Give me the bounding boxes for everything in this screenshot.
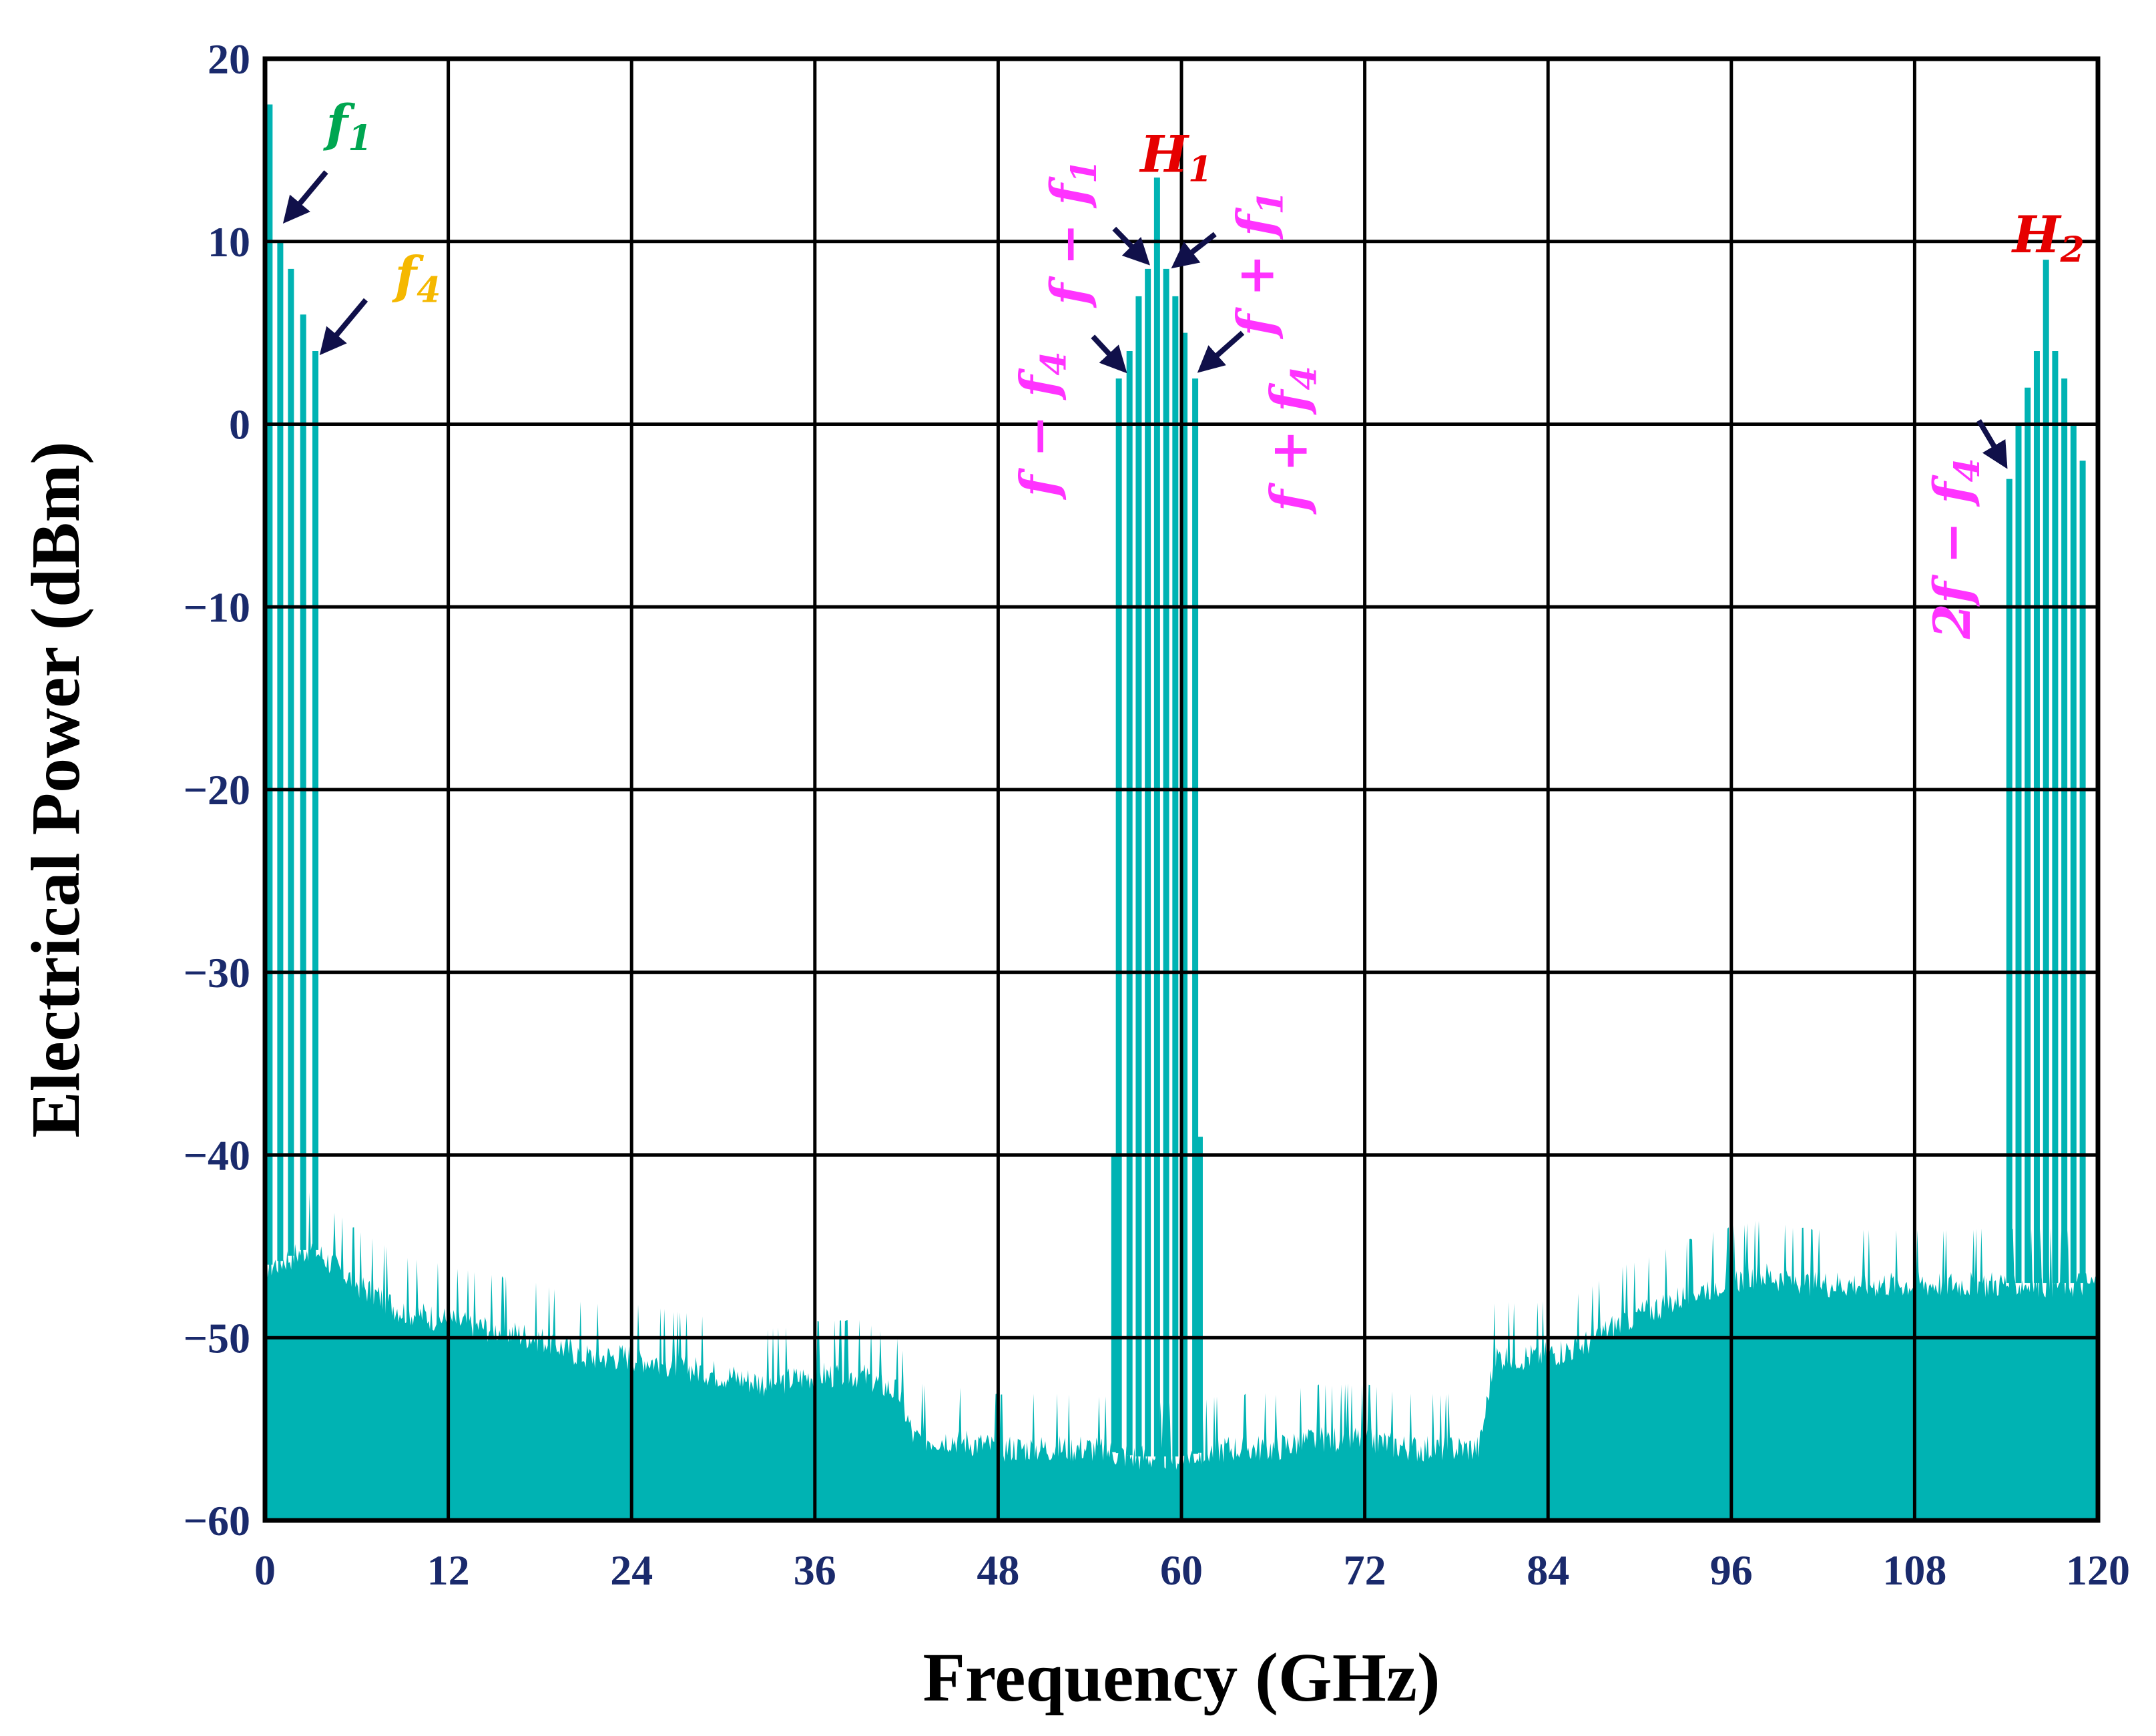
annotation-f+f1: f + f1 [1226, 191, 1291, 340]
y-tick-label: −50 [184, 1314, 250, 1362]
x-tick-label: 120 [2066, 1546, 2130, 1594]
annotation-f-f4: f − f4 [1009, 351, 1074, 500]
annotation-2f-f4: 2f − f4 [1922, 458, 1988, 639]
x-tick-label: 108 [1882, 1546, 1946, 1594]
y-tick-label: −60 [184, 1497, 250, 1544]
y-tick-label: 0 [229, 401, 250, 449]
annotation-arrow [1976, 418, 2008, 469]
annotation-f-f1: f − f1 [1039, 160, 1105, 308]
annotation-arrow [1112, 226, 1150, 266]
x-tick-labels: 0 12 24 36 48 60 72 84 96 108 120 [254, 1546, 2130, 1594]
x-tick-label: 96 [1710, 1546, 1753, 1594]
annotation-f4: f4 [392, 245, 441, 310]
x-tick-label: 0 [254, 1546, 276, 1594]
annotation-arrow [282, 170, 328, 224]
x-tick-label: 24 [610, 1546, 653, 1594]
grid-layer [262, 56, 2101, 1523]
annotation-f1: f1 [323, 93, 372, 159]
annotation-arrow [1197, 330, 1245, 373]
y-tick-label: −40 [184, 1132, 250, 1179]
x-tick-label: 84 [1527, 1546, 1569, 1594]
y-tick-label: −20 [184, 766, 250, 814]
x-tick-label: 72 [1344, 1546, 1386, 1594]
x-tick-label: 12 [427, 1546, 470, 1594]
spectral-lines-layer [266, 104, 2086, 1457]
noise-floor-area [265, 1192, 2098, 1520]
plot-frame [262, 56, 2101, 1523]
x-tick-label: 36 [794, 1546, 836, 1594]
annotation-H2: H2 [2011, 205, 2085, 270]
x-tick-label: 60 [1160, 1546, 1203, 1594]
annotation-H1: H1 [1139, 125, 1212, 190]
y-axis-title: Electrical Power (dBm) [17, 441, 94, 1138]
y-tick-label: −30 [184, 949, 250, 996]
y-tick-label: −10 [184, 583, 250, 631]
x-tick-label: 48 [977, 1546, 1019, 1594]
y-tick-labels: 20 10 0 −10 −20 −30 −40 −50 −60 [184, 35, 250, 1544]
annotation-arrow [1171, 232, 1217, 269]
annotations-layer: f1 f4 H1 H2 f − f4 f − f1 f + f1 f + f4 2f − f4 [282, 93, 2085, 639]
y-tick-label: 10 [208, 218, 250, 266]
annotation-f+f4: f + f4 [1260, 366, 1325, 515]
x-axis-title: Frequency (GHz) [922, 1639, 1440, 1716]
annotation-arrow [1091, 334, 1127, 374]
noise-floor-layer [265, 1192, 2098, 1520]
y-tick-label: 20 [208, 35, 250, 83]
annotation-arrow [319, 298, 368, 356]
